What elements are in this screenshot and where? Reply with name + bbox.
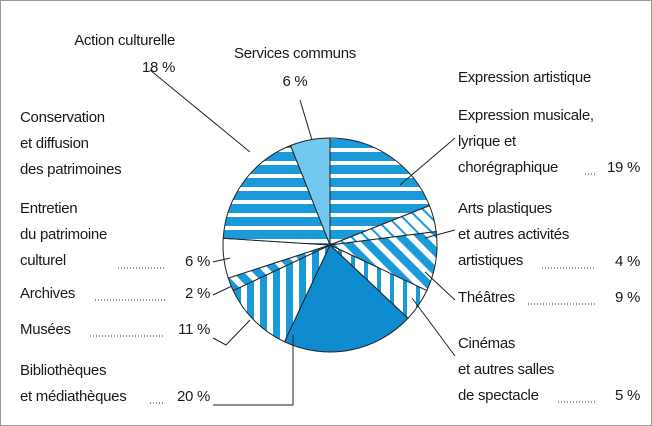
slice-label: Archives xyxy=(20,285,75,302)
leader-line xyxy=(149,69,251,153)
value-label: 6 % xyxy=(185,253,210,270)
leader-line xyxy=(212,257,231,263)
leader-line xyxy=(399,137,456,186)
leader-line xyxy=(411,297,456,357)
slice-label: Musées xyxy=(20,321,71,338)
slice-label: Arts plastiques et autres activités artist… xyxy=(458,200,569,269)
value-label: 4 % xyxy=(615,253,640,270)
value-label: 6 % xyxy=(283,73,308,90)
pie-slice xyxy=(329,137,431,246)
leader-line xyxy=(299,99,313,141)
value-label: 20 % xyxy=(177,388,210,405)
slice-label: Action culturelle xyxy=(74,32,175,49)
leader-line xyxy=(213,335,294,406)
slice-label: Entretien du patrimoine culturel xyxy=(20,200,107,269)
value-label: 18 % xyxy=(142,59,175,76)
group-heading: Conservation et diffusion des patrimoines xyxy=(20,109,121,178)
value-label: 2 % xyxy=(185,285,210,302)
value-label: 9 % xyxy=(615,289,640,306)
pie-slice xyxy=(222,144,331,246)
leader-line xyxy=(424,229,456,239)
slice-label: Cinémas et autres salles de spectacle xyxy=(458,335,554,404)
slice-label: Services communs xyxy=(234,45,356,62)
leader-line xyxy=(212,319,251,346)
value-label: 5 % xyxy=(615,387,640,404)
pie-slice xyxy=(289,137,331,246)
leader-line xyxy=(212,285,233,296)
value-label: 19 % xyxy=(607,159,640,176)
slice-label: Bibliothèques et médiathèques xyxy=(20,362,126,405)
pie-slice xyxy=(283,244,409,353)
leader-line xyxy=(424,271,456,301)
slice-label: Théâtres xyxy=(458,289,515,306)
value-label: 11 % xyxy=(178,321,210,338)
group-heading: Expression artistique xyxy=(458,69,591,86)
slice-label: Expression musicale, lyrique et chorégraph… xyxy=(458,107,594,176)
pie-slice xyxy=(232,243,332,343)
